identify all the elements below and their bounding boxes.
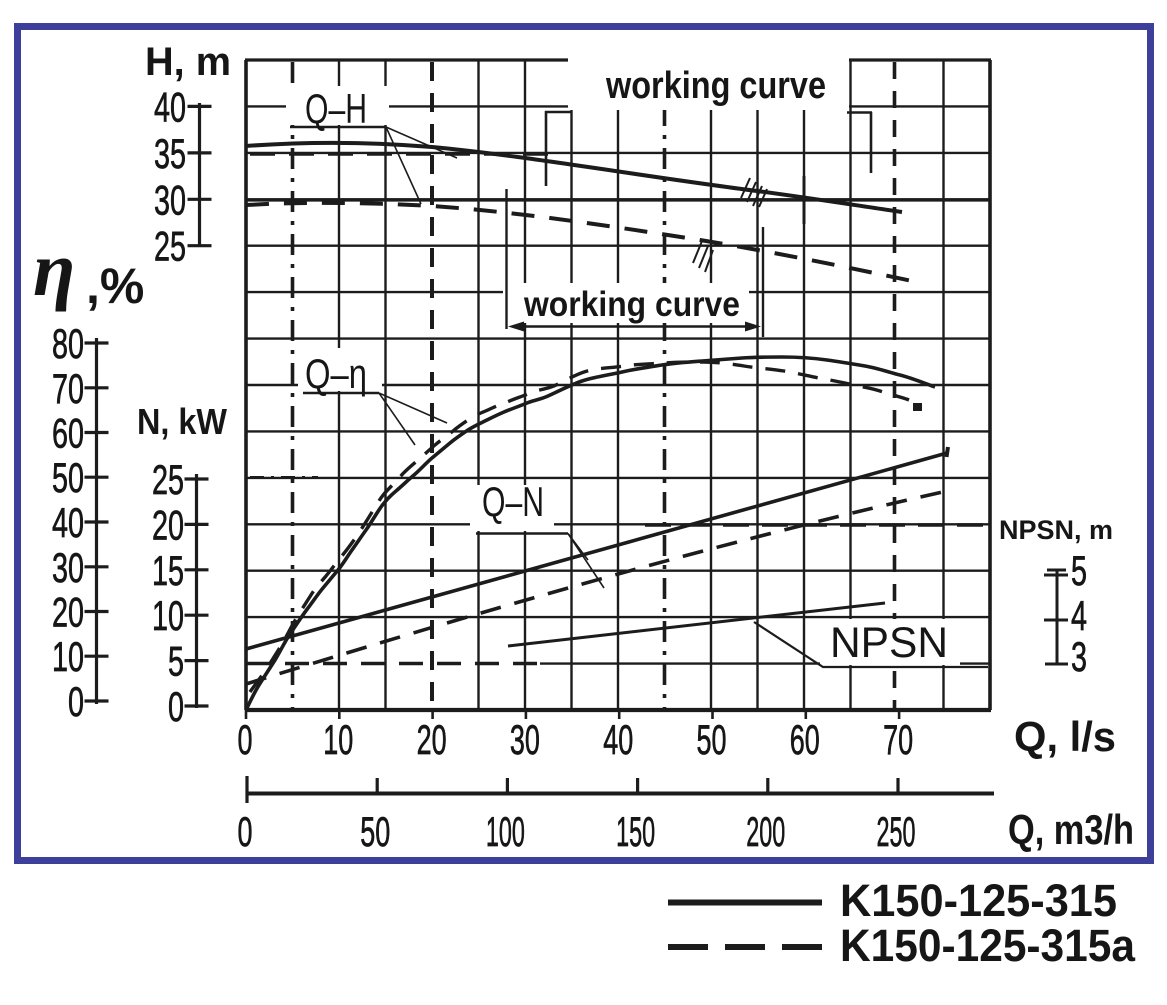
svg-text:N, kW: N, kW — [137, 401, 227, 442]
svg-text:70: 70 — [883, 716, 913, 763]
svg-text:working curve: working curve — [523, 285, 740, 324]
svg-text:35: 35 — [154, 130, 186, 177]
svg-text:working curve: working curve — [605, 65, 826, 107]
svg-text:Q–N: Q–N — [482, 478, 544, 525]
svg-text:Q, m3/h: Q, m3/h — [1008, 806, 1134, 853]
svg-text:Q–η: Q–η — [305, 350, 367, 397]
svg-text:0: 0 — [168, 683, 184, 730]
svg-text:NPSN: NPSN — [830, 619, 948, 667]
svg-text:3: 3 — [1071, 633, 1087, 680]
svg-text:10: 10 — [323, 716, 353, 763]
svg-text:K150-125-315a: K150-125-315a — [840, 920, 1136, 971]
svg-text:10: 10 — [152, 592, 184, 639]
svg-text:0: 0 — [238, 808, 253, 855]
svg-text:200: 200 — [746, 808, 785, 855]
svg-text:50: 50 — [360, 808, 390, 855]
svg-text:H, m: H, m — [145, 40, 231, 84]
svg-text:Q, l/s: Q, l/s — [1014, 713, 1116, 760]
svg-text:10: 10 — [52, 633, 84, 680]
svg-text:40: 40 — [52, 499, 84, 546]
svg-text:5: 5 — [168, 638, 184, 685]
svg-text:20: 20 — [152, 501, 184, 548]
svg-text:30: 30 — [52, 544, 84, 591]
svg-text:20: 20 — [417, 716, 447, 763]
svg-text:80: 80 — [52, 320, 84, 367]
svg-text:30: 30 — [510, 716, 540, 763]
svg-text:0: 0 — [238, 716, 253, 763]
svg-text:70: 70 — [52, 365, 84, 412]
svg-text:40: 40 — [603, 716, 633, 763]
svg-text:NPSN, m: NPSN, m — [999, 515, 1113, 545]
svg-text:4: 4 — [1071, 592, 1087, 639]
svg-text:60: 60 — [790, 716, 820, 763]
svg-text:K150-125-315: K150-125-315 — [840, 875, 1117, 926]
svg-text:20: 20 — [52, 589, 84, 636]
svg-text:60: 60 — [52, 410, 84, 457]
svg-text:Q–H: Q–H — [305, 85, 367, 132]
svg-text:25: 25 — [152, 456, 184, 503]
svg-text:50: 50 — [697, 716, 727, 763]
svg-text:50: 50 — [52, 454, 84, 501]
svg-text:15: 15 — [152, 547, 184, 594]
svg-text:150: 150 — [616, 808, 655, 855]
svg-text:40: 40 — [154, 83, 186, 130]
svg-text:100: 100 — [486, 808, 525, 855]
svg-text:250: 250 — [877, 808, 916, 855]
svg-text:,%: ,% — [86, 258, 144, 314]
svg-text:η: η — [33, 226, 75, 312]
svg-text:5: 5 — [1071, 547, 1087, 594]
svg-text:25: 25 — [154, 223, 186, 270]
svg-text:30: 30 — [154, 176, 186, 223]
svg-text:0: 0 — [68, 678, 84, 725]
